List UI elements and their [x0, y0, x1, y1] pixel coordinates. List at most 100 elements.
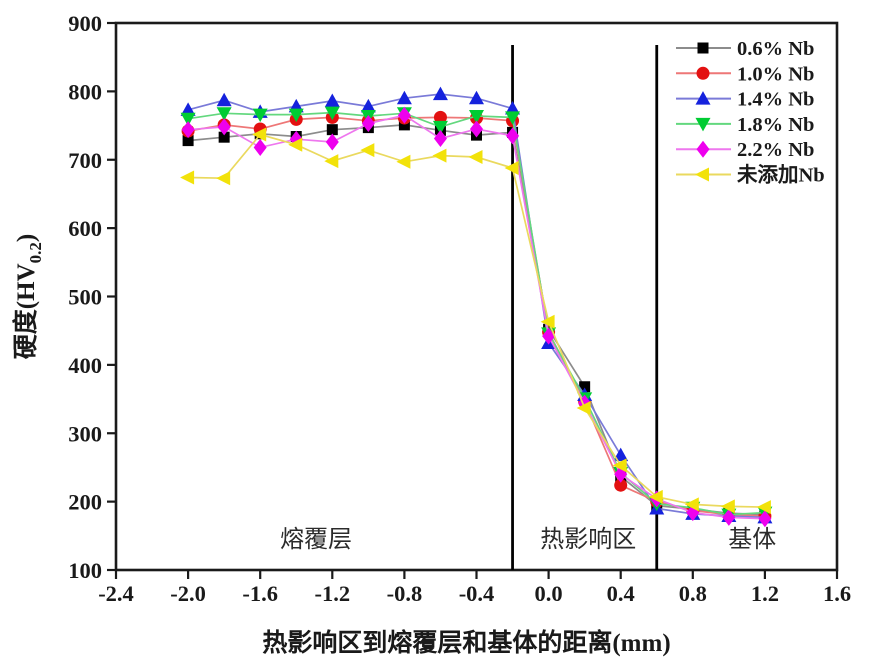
data-point-marker	[324, 106, 340, 121]
data-point-marker	[722, 508, 736, 526]
data-point-marker	[432, 86, 448, 101]
data-point-marker	[216, 107, 232, 121]
legend-entry-1-4-nb: 1.4% Nb	[676, 89, 814, 111]
y-tick-label: 300	[68, 421, 102, 446]
series-未添加nb	[180, 127, 771, 515]
y-axis: 100 200 300 400 500 600 700 800 900	[68, 11, 116, 583]
series-2-2-nb	[181, 106, 772, 528]
legend-label: 0.6% Nb	[737, 38, 814, 60]
data-point-marker	[758, 510, 772, 528]
data-point-marker	[504, 160, 519, 175]
series-1-8-nb	[180, 106, 773, 523]
legend-marker-triangle-up-icon	[695, 91, 711, 105]
x-axis: -2.4 -2.0 -1.6 -1.2 -0.8 -0.4 0.0 0.4 0.8 1.2 1.6	[98, 570, 851, 606]
data-point-marker	[576, 400, 591, 415]
data-point-marker	[505, 100, 521, 115]
x-tick-label: -0.4	[459, 581, 495, 606]
legend: 0.6% Nb 1.0% Nb 1.4% Nb 1.8% Nb 2.2% Nb 未添加Nb	[676, 38, 825, 187]
x-tick-label: -2.4	[98, 581, 134, 606]
series-1-0-nb	[181, 110, 772, 523]
legend-entry-1-0-nb: 1.0% Nb	[676, 63, 814, 85]
series-0-6-nb	[182, 119, 771, 521]
data-point-marker	[470, 120, 483, 138]
data-point-marker	[540, 314, 555, 329]
x-tick-label: 1.6	[823, 581, 851, 606]
data-point-marker	[324, 154, 339, 169]
data-point-marker	[397, 106, 411, 124]
legend-label: 1.0% Nb	[737, 63, 814, 85]
y-tick-label: 700	[68, 148, 102, 173]
y-tick-label: 500	[68, 285, 102, 310]
series-line	[188, 133, 765, 508]
x-axis-title: 热影响区到熔覆层和基体的距离(mm)	[262, 628, 670, 657]
legend-entry-2-2-nb: 2.2% Nb	[676, 139, 814, 161]
data-point-marker	[360, 143, 375, 158]
y-axis-title-subscript: 0.2	[26, 242, 45, 263]
data-point-marker	[361, 115, 375, 133]
data-point-marker	[288, 137, 303, 152]
legend-marker-circle-icon	[696, 66, 710, 80]
y-axis-title-close: )	[13, 234, 40, 242]
legend-entry-未添加nb: 未添加Nb	[676, 164, 825, 187]
data-point-marker	[252, 108, 268, 123]
region-label: 热影响区	[540, 526, 636, 553]
data-point-marker	[180, 102, 196, 116]
legend-marker-triangle-down-icon	[695, 117, 711, 132]
data-point-marker	[324, 93, 340, 107]
series-line	[188, 114, 765, 520]
data-point-marker	[648, 489, 663, 504]
data-point-marker	[396, 154, 411, 169]
x-tick-label: 0.4	[607, 581, 635, 606]
data-point-marker	[542, 327, 556, 345]
data-point-marker	[325, 133, 339, 151]
series-line	[188, 124, 765, 516]
legend-label: 1.4% Nb	[737, 89, 814, 111]
legend-entry-0-6-nb: 0.6% Nb	[676, 38, 814, 60]
data-point-marker	[326, 124, 338, 136]
region-label: 熔覆层	[280, 526, 352, 553]
data-point-marker	[469, 90, 484, 105]
data-point-marker	[756, 500, 771, 515]
data-point-marker	[216, 171, 231, 186]
data-point-marker	[579, 381, 591, 393]
data-point-marker	[253, 138, 267, 156]
data-point-marker	[506, 127, 520, 145]
x-tick-label: 0.8	[679, 581, 707, 606]
y-tick-label: 900	[68, 11, 102, 36]
legend-entry-1-8-nb: 1.8% Nb	[676, 114, 814, 136]
data-point-marker	[433, 130, 447, 148]
y-tick-label: 200	[68, 490, 102, 515]
x-tick-label: 0.0	[535, 581, 563, 606]
y-axis-title: 硬度(HV0.2)	[11, 234, 45, 359]
data-point-marker	[180, 112, 196, 127]
data-point-marker	[396, 90, 412, 105]
data-point-marker	[720, 499, 735, 514]
data-point-marker	[218, 131, 230, 143]
data-point-marker	[505, 111, 521, 125]
region-label: 基体	[728, 526, 776, 553]
legend-marker-diamond-icon	[696, 140, 710, 158]
legend-label: 未添加Nb	[737, 164, 825, 187]
data-point-marker	[432, 148, 447, 163]
x-tick-label: -1.6	[242, 581, 278, 606]
legend-label: 2.2% Nb	[737, 139, 814, 161]
data-point-marker	[181, 121, 195, 139]
data-point-marker	[398, 119, 410, 131]
x-tick-label: -2.0	[170, 581, 206, 606]
series-line	[187, 111, 765, 516]
data-point-marker	[614, 478, 628, 492]
data-point-marker	[612, 458, 627, 473]
data-point-marker	[432, 120, 448, 135]
data-point-marker	[360, 98, 376, 113]
y-axis-title-main: 硬度(HV	[11, 263, 40, 359]
x-tick-label: 1.2	[751, 581, 779, 606]
x-tick-label: -1.2	[314, 581, 350, 606]
y-tick-label: 600	[68, 216, 102, 241]
legend-marker-square-icon	[697, 42, 709, 54]
x-tick-label: -0.8	[387, 581, 423, 606]
data-point-marker	[684, 497, 699, 512]
data-point-marker	[433, 110, 447, 124]
data-point-marker	[469, 109, 484, 124]
